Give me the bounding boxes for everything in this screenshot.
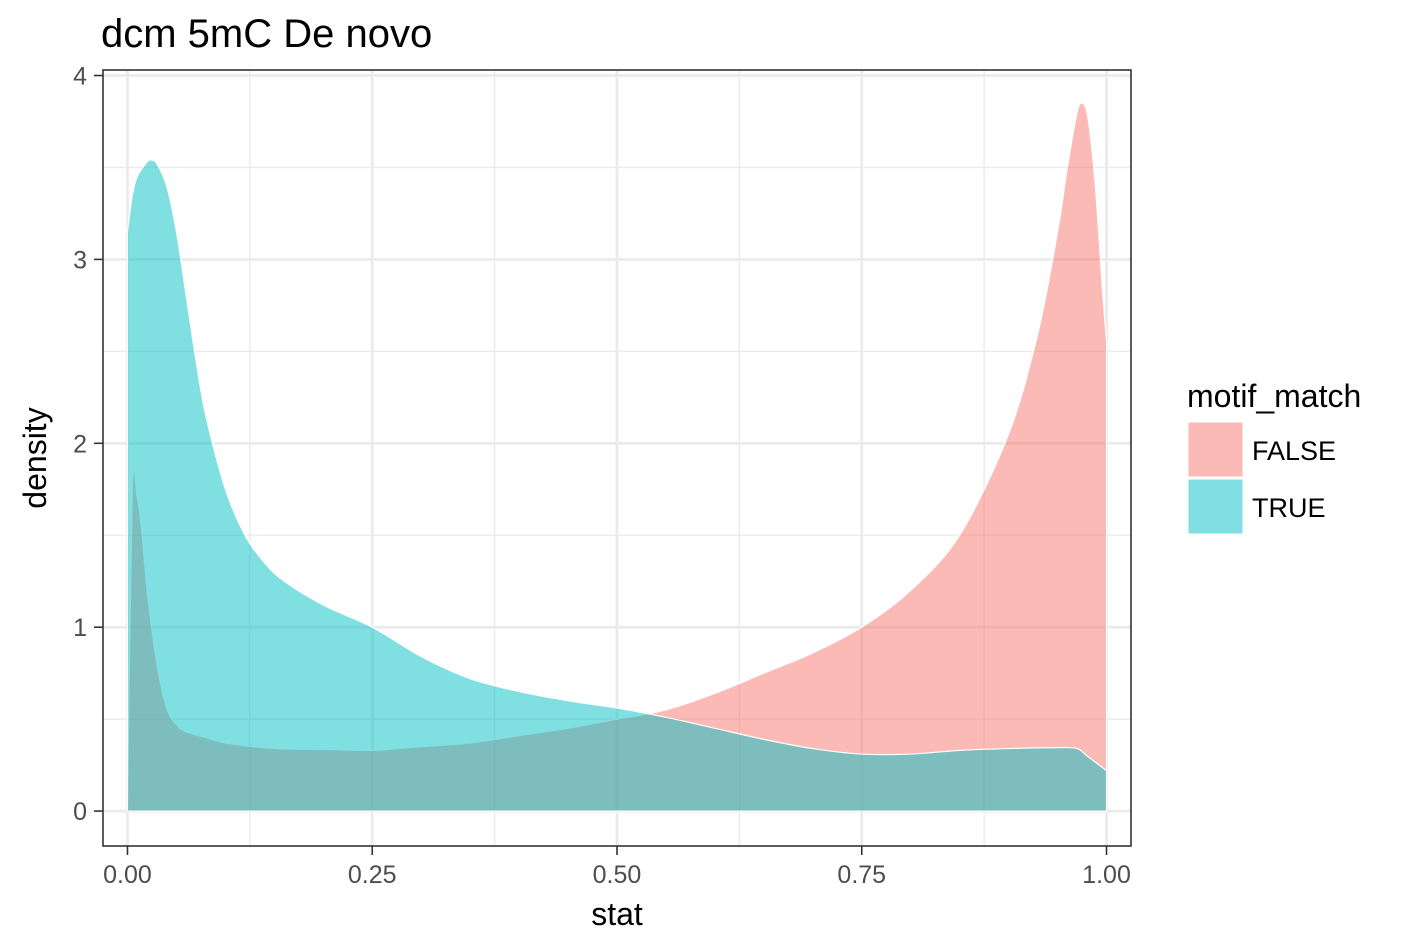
y-axis-title: density — [17, 407, 53, 508]
y-axis: 0 1 2 3 4 — [73, 63, 103, 826]
x-axis: 0.00 0.25 0.50 0.75 1.00 — [103, 846, 1131, 889]
y-tick-label: 0 — [73, 798, 87, 826]
chart-title: dcm 5mC De novo — [101, 12, 432, 56]
y-tick-label: 4 — [73, 63, 87, 91]
legend-label-false: FALSE — [1252, 436, 1336, 466]
y-tick-label: 3 — [73, 246, 87, 274]
x-tick-label: 0.75 — [837, 861, 886, 889]
x-tick-label: 1.00 — [1082, 861, 1131, 889]
x-axis-title: stat — [591, 896, 643, 932]
x-tick-label: 0.00 — [103, 861, 152, 889]
density-areas — [126, 102, 1108, 812]
legend: motif_match FALSE TRUE — [1187, 378, 1361, 535]
legend-label-true: TRUE — [1252, 493, 1326, 523]
y-tick-label: 1 — [73, 614, 87, 642]
y-tick-label: 2 — [73, 430, 87, 458]
legend-key-true — [1187, 478, 1244, 535]
legend-key-false — [1187, 421, 1244, 478]
x-tick-label: 0.25 — [348, 861, 397, 889]
density-area-true — [126, 159, 1108, 812]
x-tick-label: 0.50 — [593, 861, 642, 889]
legend-title: motif_match — [1187, 378, 1361, 414]
